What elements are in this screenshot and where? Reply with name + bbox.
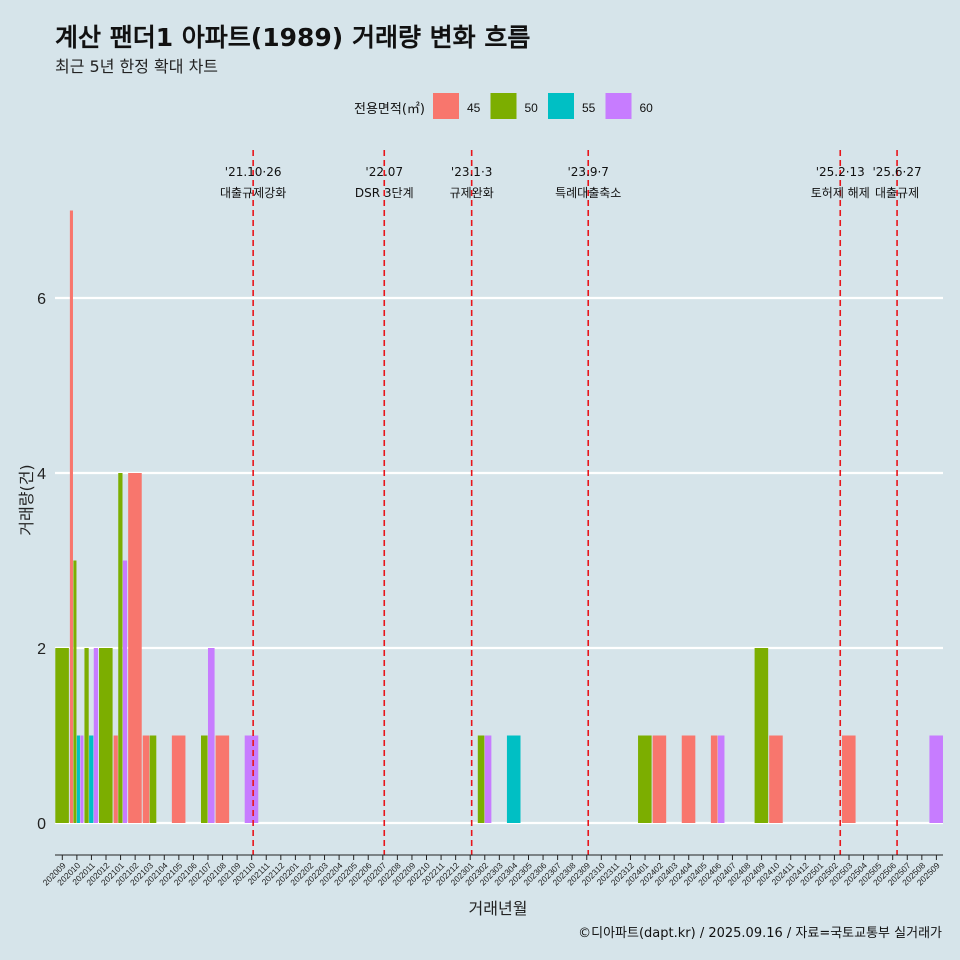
bar bbox=[215, 735, 230, 823]
bar bbox=[142, 735, 150, 823]
bar bbox=[484, 735, 492, 823]
legend-swatch bbox=[490, 93, 517, 119]
event-markers: '21.10·26 대출규제강화 '22.07 DSR 3단계 '23.1·3 규제완화 '… bbox=[220, 150, 922, 855]
bar bbox=[477, 735, 485, 823]
legend-swatch bbox=[548, 93, 574, 119]
bar bbox=[506, 735, 521, 823]
bar bbox=[99, 648, 113, 823]
bar bbox=[80, 735, 84, 823]
bar bbox=[929, 735, 943, 823]
legend-label: 60 bbox=[640, 101, 654, 115]
event-date: '21.10·26 bbox=[225, 165, 282, 179]
legend-label: 45 bbox=[467, 101, 481, 115]
bar bbox=[710, 735, 718, 823]
event-label: 토허제 해제 bbox=[811, 186, 870, 200]
legend-label: 50 bbox=[525, 101, 539, 115]
bar bbox=[717, 735, 725, 823]
event-date: '22.07 bbox=[365, 165, 403, 179]
bar bbox=[681, 735, 696, 823]
y-tick-label: 2 bbox=[37, 641, 46, 658]
bar bbox=[200, 735, 208, 823]
bar bbox=[171, 735, 186, 823]
bar bbox=[69, 210, 73, 823]
bar bbox=[149, 735, 157, 823]
bar bbox=[207, 648, 215, 823]
legend-swatch bbox=[605, 93, 632, 119]
bar bbox=[128, 473, 142, 823]
event-label: 대출규제강화 bbox=[220, 186, 286, 200]
x-axis-title: 거래년월 bbox=[469, 899, 528, 918]
event-date: '23.1·3 bbox=[451, 165, 492, 179]
bar bbox=[122, 560, 128, 823]
legend-label: 55 bbox=[582, 101, 596, 115]
bar bbox=[118, 473, 123, 823]
gridlines bbox=[55, 296, 943, 825]
bar bbox=[652, 735, 667, 823]
source-caption: ©디아파트(dapt.kr) / 2025.09.16 / 자료=국토교통부 실… bbox=[578, 926, 942, 941]
event-label: 특례대출축소 bbox=[555, 186, 621, 200]
bar bbox=[638, 735, 652, 823]
bars bbox=[55, 210, 943, 823]
legend-swatch bbox=[433, 93, 459, 119]
event-label: 대출규제 bbox=[875, 186, 919, 200]
bar bbox=[55, 648, 69, 823]
bar bbox=[113, 735, 118, 823]
event-date: '25.6·27 bbox=[873, 165, 922, 179]
y-tick-label: 4 bbox=[37, 466, 46, 483]
y-axis-title: 거래량(건) bbox=[17, 464, 36, 535]
legend-title: 전용면적(㎡) bbox=[354, 102, 425, 117]
legend: 전용면적(㎡) 45 50 55 60 bbox=[354, 93, 653, 119]
bar bbox=[76, 735, 80, 823]
y-tick-label: 0 bbox=[37, 816, 46, 833]
chart-subtitle: 최근 5년 한정 확대 차트 bbox=[55, 57, 219, 76]
event-label: DSR 3단계 bbox=[355, 186, 414, 200]
event-label: 규제완화 bbox=[450, 186, 494, 200]
event-date: '23.9·7 bbox=[567, 165, 608, 179]
bar bbox=[89, 735, 94, 823]
bar bbox=[93, 648, 99, 823]
bar bbox=[754, 648, 769, 823]
bar bbox=[84, 648, 89, 823]
bar bbox=[244, 735, 259, 823]
y-tick-label: 6 bbox=[37, 291, 46, 308]
bar bbox=[73, 560, 77, 823]
event-date: '25.2·13 bbox=[816, 165, 865, 179]
bar bbox=[842, 735, 856, 823]
bar bbox=[769, 735, 783, 823]
chart-title: 계산 팬더1 아파트(1989) 거래량 변화 흐름 bbox=[55, 23, 531, 52]
